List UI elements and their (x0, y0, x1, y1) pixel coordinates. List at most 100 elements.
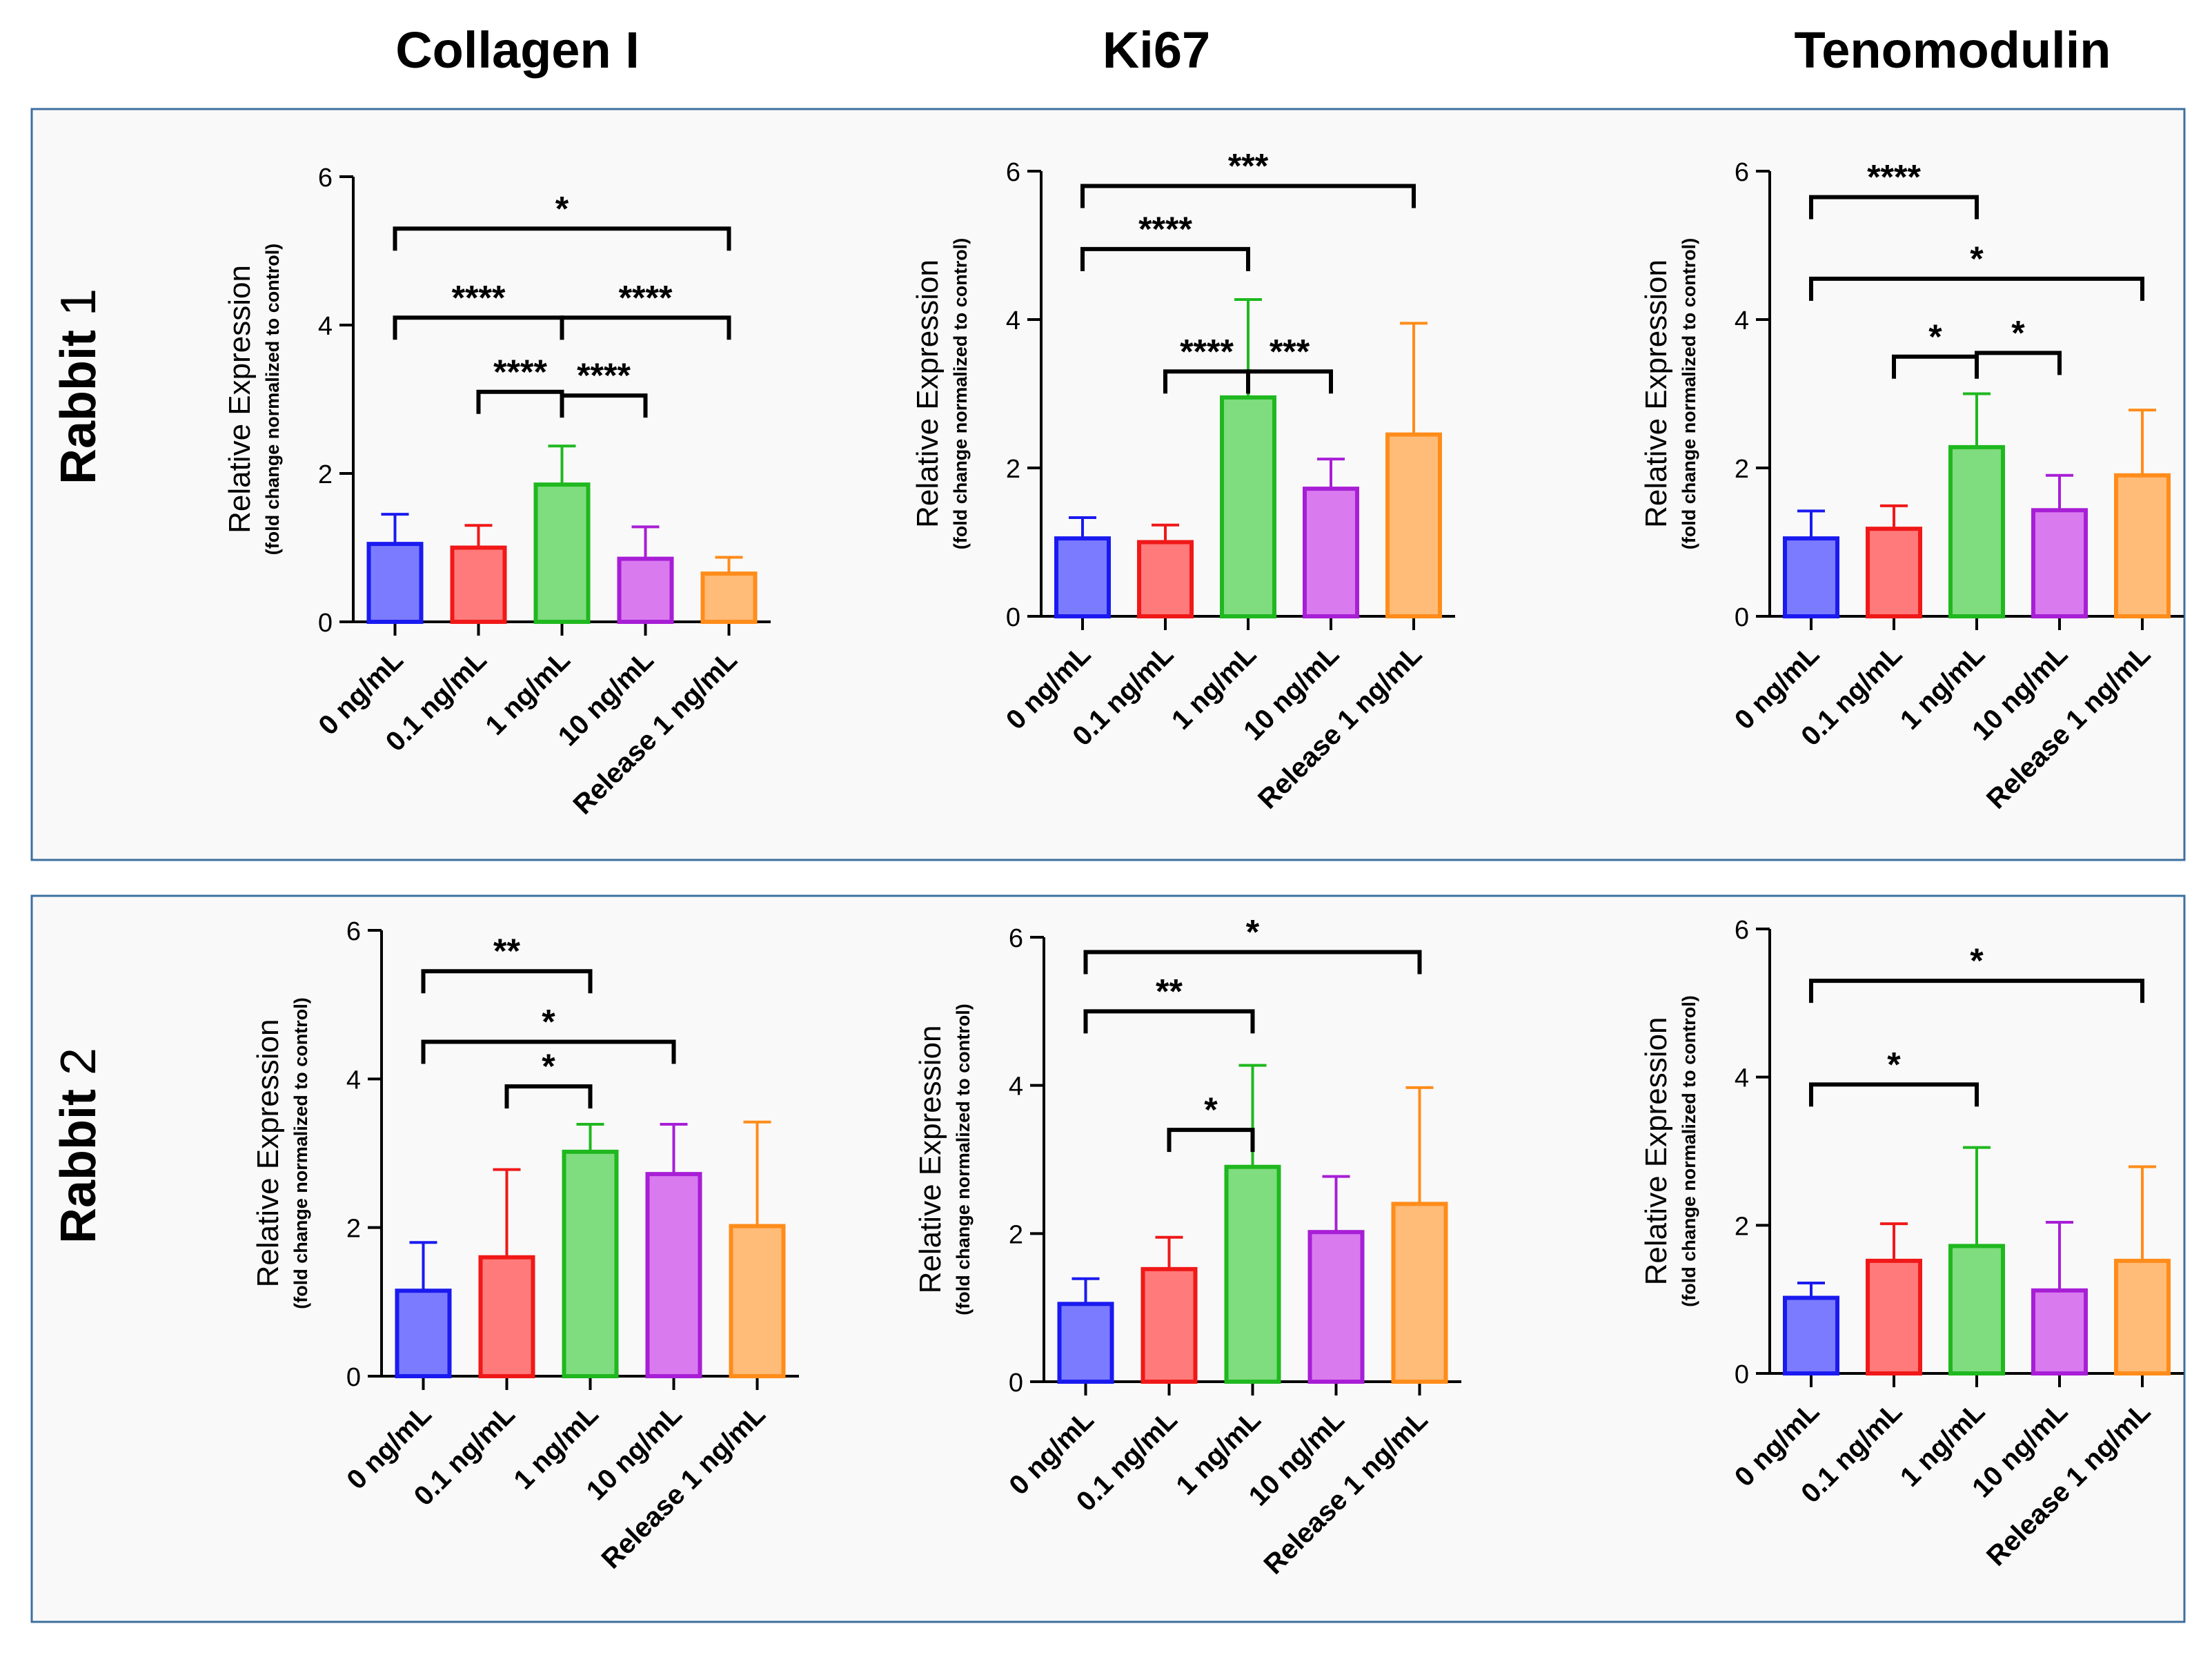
y-tick-label: 0 (1735, 603, 1749, 632)
y-tick-label: 6 (1735, 916, 1749, 945)
significance-label: ** (493, 932, 520, 970)
y-tick-label: 2 (1006, 455, 1020, 484)
y-tick-label: 2 (1735, 1212, 1749, 1241)
bar (1224, 1164, 1281, 1384)
significance-bracket (504, 1084, 593, 1109)
significance-bracket (1083, 950, 1422, 975)
y-tick-label: 0 (1735, 1360, 1749, 1389)
bar (1866, 527, 1922, 619)
bar (1220, 395, 1276, 618)
y-axis-label: Relative Expression (911, 259, 945, 528)
bar (478, 1255, 535, 1378)
significance-bracket (393, 226, 731, 251)
significance-bracket (560, 393, 648, 418)
significance-bracket (1080, 246, 1250, 271)
significance-bracket (421, 969, 593, 994)
bar (1783, 1295, 1839, 1376)
y-tick-label: 4 (1006, 306, 1020, 335)
y-axis-label: Relative Expression (251, 1019, 285, 1288)
y-tick-label: 4 (318, 312, 333, 341)
y-axis-sublabel: (fold change normalized to control) (1679, 995, 1699, 1307)
column-title-tenomodulin: Tenomodulin (1795, 21, 2111, 79)
significance-label: * (1970, 239, 1984, 278)
bar (450, 545, 507, 624)
significance-label: * (555, 189, 569, 228)
column-title-collagen: Collagen I (395, 21, 640, 79)
row-title-rabbit-2: Rabbit 2 (51, 1048, 106, 1244)
bar (1057, 1302, 1114, 1384)
significance-label: **** (493, 353, 547, 391)
significance-label: *** (1270, 332, 1310, 371)
significance-label: * (1246, 912, 1260, 951)
row-title-rabbit-1: Rabbit 1 (51, 288, 106, 484)
panel-rabbit-2 (30, 894, 2186, 1623)
y-tick-label: 0 (318, 609, 333, 638)
y-axis-label: Relative Expression (1639, 1017, 1673, 1286)
y-tick-label: 6 (1735, 158, 1749, 187)
y-axis-sublabel: (fold change normalized to control) (290, 997, 311, 1309)
row-title-rabbit-2-label: Rabbit (51, 1089, 106, 1244)
significance-bracket (1080, 184, 1416, 208)
y-tick-label: 4 (1009, 1073, 1023, 1101)
y-tick-label: 0 (1006, 603, 1020, 632)
row-title-rabbit-1-label: Rabbit (51, 330, 106, 484)
significance-bracket (1975, 351, 2062, 375)
significance-bracket (1809, 195, 1979, 219)
significance-label: * (542, 1047, 555, 1086)
y-tick-label: 4 (1735, 1064, 1749, 1093)
bar (1140, 1266, 1198, 1384)
y-tick-label: 6 (1006, 158, 1020, 187)
significance-bracket (1809, 979, 2144, 1003)
significance-bracket (1809, 1082, 1979, 1107)
y-axis-sublabel: (fold change normalized to control) (262, 244, 283, 556)
y-axis-label: Relative Expression (914, 1026, 947, 1294)
significance-bracket (1246, 369, 1333, 394)
y-tick-label: 2 (1735, 455, 1749, 484)
significance-bracket (1167, 1128, 1255, 1153)
y-tick-label: 2 (1009, 1220, 1023, 1249)
column-title-ki67: Ki67 (1103, 21, 1210, 79)
bar (1385, 432, 1442, 618)
bar (700, 571, 758, 624)
y-tick-label: 6 (318, 164, 333, 193)
significance-label: * (542, 1003, 555, 1041)
significance-bracket (1809, 276, 2144, 301)
y-axis-label: Relative Expression (1639, 259, 1673, 528)
bar (2031, 508, 2088, 619)
bar (395, 1289, 452, 1379)
significance-label: **** (1867, 158, 1921, 197)
y-axis-sublabel: (fold change normalized to control) (950, 238, 971, 550)
row-title-rabbit-2-number: 2 (51, 1048, 106, 1075)
significance-label: *** (1228, 147, 1269, 186)
significance-label: **** (452, 278, 506, 317)
y-tick-label: 6 (346, 917, 361, 946)
bar (1948, 1244, 2005, 1376)
bar (533, 482, 591, 624)
bar (2031, 1288, 2088, 1375)
bar (1866, 1258, 1922, 1376)
y-tick-label: 4 (1735, 306, 1749, 335)
y-tick-label: 0 (1009, 1369, 1023, 1398)
significance-bracket (421, 1039, 676, 1064)
y-tick-label: 0 (346, 1363, 361, 1392)
significance-bracket (1083, 1009, 1255, 1034)
y-axis-sublabel: (fold change normalized to control) (1679, 238, 1699, 550)
significance-label: * (1970, 941, 1984, 980)
bar (1054, 536, 1111, 618)
bar (2114, 1258, 2171, 1376)
y-axis-sublabel: (fold change normalized to control) (953, 1003, 974, 1315)
bar (1307, 1230, 1365, 1384)
bar (366, 542, 424, 624)
row-title-rabbit-1-number: 1 (51, 288, 106, 316)
y-tick-label: 6 (1009, 924, 1023, 953)
y-axis-label: Relative Expression (223, 265, 257, 533)
bar (729, 1224, 786, 1378)
bar (1783, 536, 1839, 618)
significance-label: **** (1138, 210, 1192, 248)
bar (1137, 540, 1194, 618)
y-tick-label: 2 (318, 460, 333, 489)
bar (617, 556, 674, 624)
significance-label: * (2011, 313, 2025, 352)
y-tick-label: 2 (346, 1215, 361, 1244)
